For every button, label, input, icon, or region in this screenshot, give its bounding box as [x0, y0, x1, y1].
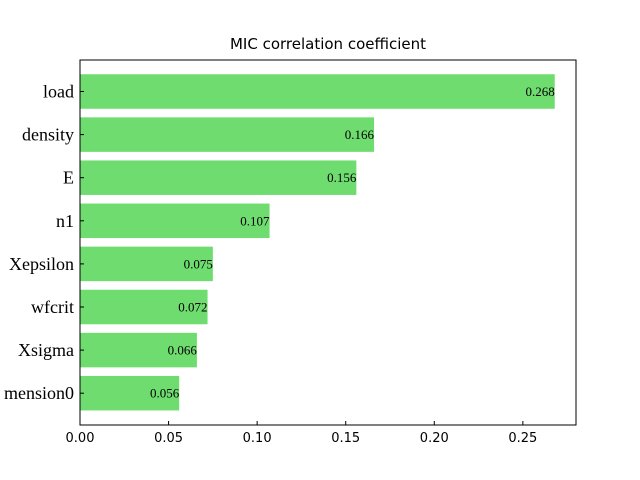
- x-tick-label: 0.00: [66, 431, 95, 446]
- data-label-n1: 0.107: [240, 213, 270, 228]
- x-tick-label: 0.25: [508, 431, 537, 446]
- bar-e: [80, 160, 357, 195]
- category-labels-group: load density En1 Xepsilon wfcrit Xsigma mensio…: [4, 82, 84, 403]
- data-label-wfcrit: 0.072: [178, 300, 207, 315]
- bar-mension0: [80, 375, 180, 411]
- data-label-density: 0.166: [345, 127, 375, 142]
- data-label-load: 0.268: [525, 84, 554, 99]
- chart-title: MIC correlation coefficient: [230, 35, 426, 53]
- bars-group: 0.268 0.166 0.156 0.107 0.075 0.072 0.066 0.056: [80, 74, 555, 411]
- plot-frame: [79, 59, 577, 426]
- bar-wfcrit: [80, 289, 208, 325]
- x-tick-label: 0.10: [243, 431, 272, 446]
- x-tick-label: 0.20: [420, 431, 449, 446]
- x-axis: 0.00 0.05 0.10 0.15 0.20 0.25: [66, 421, 537, 446]
- data-label-xepsilon: 0.075: [184, 256, 213, 271]
- category-label-mension0: mension0: [4, 383, 74, 403]
- category-label-e: E: [63, 168, 74, 188]
- x-tick-label: 0.15: [331, 431, 360, 446]
- data-label-e: 0.156: [327, 170, 357, 185]
- category-label-xepsilon: Xepsilon: [9, 254, 74, 274]
- category-label-density: density: [22, 125, 74, 145]
- data-label-xsigma: 0.066: [168, 343, 198, 358]
- category-label-n1: n1: [56, 211, 74, 231]
- bar-n1: [80, 203, 270, 239]
- bar-xepsilon: [80, 246, 213, 282]
- category-label-load: load: [43, 82, 74, 102]
- bar-xsigma: [80, 332, 197, 368]
- bar-density: [80, 117, 375, 152]
- category-label-xsigma: Xsigma: [18, 340, 74, 360]
- data-label-mension0: 0.056: [150, 386, 180, 401]
- x-tick-label: 0.05: [154, 431, 183, 446]
- category-label-wfcrit: wfcrit: [31, 297, 74, 317]
- bar-load: [80, 74, 555, 109]
